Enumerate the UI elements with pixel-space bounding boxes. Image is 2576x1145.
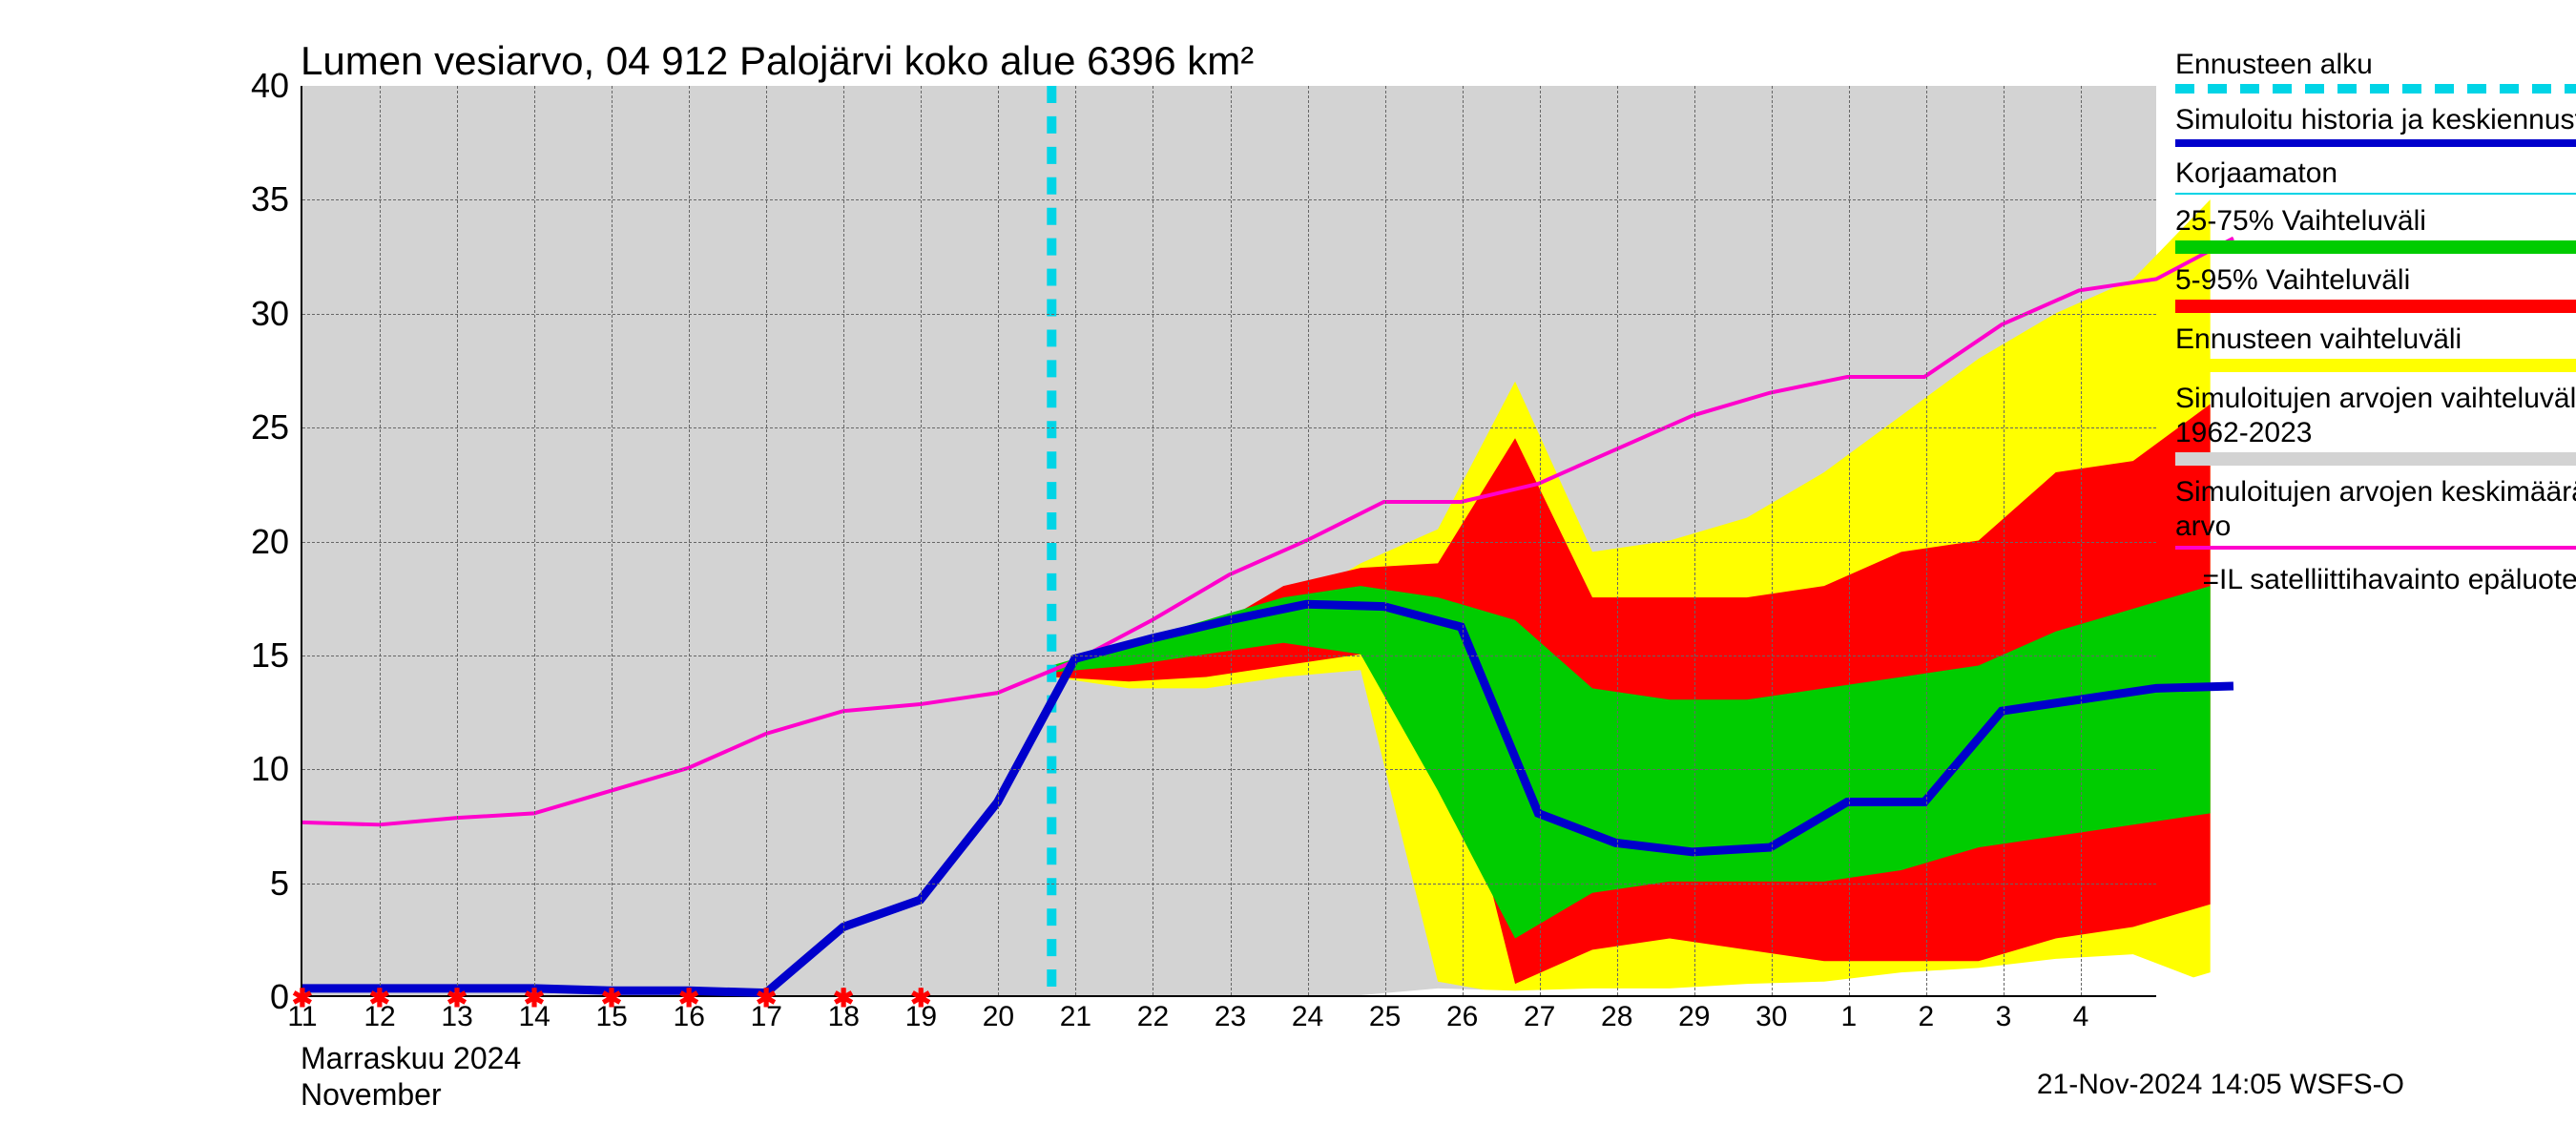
legend-swatch (2175, 84, 2576, 94)
legend-label: Korjaamaton (2175, 156, 2576, 191)
timestamp: 21-Nov-2024 14:05 WSFS-O (2037, 1069, 2404, 1101)
chart-svg (302, 86, 2156, 995)
x-tick-label: 28 (1601, 995, 1632, 1033)
x-tick-label: 27 (1524, 995, 1555, 1033)
x-tick-label: 22 (1137, 995, 1169, 1033)
chart-title: Lumen vesiarvo, 04 912 Palojärvi koko al… (301, 38, 1254, 84)
legend-swatch (2175, 193, 2576, 195)
legend-swatch (2175, 452, 2576, 466)
x-tick-label: 1 (1840, 995, 1857, 1033)
y-tick-label: 20 (251, 522, 302, 562)
month-label-fi: Marraskuu 2024 (301, 1040, 521, 1076)
month-label: Marraskuu 2024 November (301, 1040, 521, 1114)
legend-label: 5-95% Vaihteluväli (2175, 263, 2576, 298)
satellite-obs-marker: ✱ (370, 977, 389, 1017)
y-tick-label: 40 (251, 66, 302, 106)
legend-item: Ennusteen vaihteluväli (2175, 323, 2576, 372)
y-tick-label: 10 (251, 749, 302, 789)
x-tick-label: 3 (1996, 995, 2012, 1033)
legend-item: Ennusteen alku (2175, 48, 2576, 94)
y-tick-label: 35 (251, 179, 302, 219)
satellite-obs-marker: ✱ (602, 977, 621, 1017)
satellite-obs-marker: ✱ (679, 977, 698, 1017)
legend-swatch (2175, 139, 2576, 147)
satellite-obs-marker: ✱ (447, 977, 467, 1017)
x-tick-label: 26 (1446, 995, 1478, 1033)
legend-swatch (2175, 300, 2576, 313)
month-label-en: November (301, 1076, 521, 1113)
satellite-obs-marker: ✱ (525, 977, 544, 1017)
asterisk-icon: ✱ (2175, 560, 2203, 596)
legend: Ennusteen alku Simuloitu historia ja kesk… (2175, 48, 2576, 608)
satellite-obs-marker: ✱ (911, 977, 930, 1017)
x-tick-label: 29 (1678, 995, 1710, 1033)
y-tick-label: 30 (251, 294, 302, 334)
x-tick-label: 23 (1215, 995, 1246, 1033)
legend-swatch (2175, 240, 2576, 254)
satellite-obs-marker: ✱ (757, 977, 776, 1017)
x-tick-label: 30 (1755, 995, 1787, 1033)
legend-label: =IL satelliittihavainto epäluotettava (2203, 564, 2576, 595)
legend-label: 25-75% Vaihteluväli (2175, 204, 2576, 239)
x-tick-label: 25 (1369, 995, 1401, 1033)
satellite-obs-marker: ✱ (293, 977, 312, 1017)
y-tick-label: 15 (251, 635, 302, 676)
y-tick-label: 25 (251, 407, 302, 448)
legend-item: Korjaamaton (2175, 156, 2576, 195)
legend-swatch (2175, 359, 2576, 372)
x-tick-label: 24 (1292, 995, 1323, 1033)
y-tick-label: 5 (270, 864, 302, 904)
plot-area: 0510152025303540111213141516171819202122… (301, 86, 2156, 997)
chart-container: Lumen vesiarvo / Snow water equiv. mm Lu… (95, 19, 2557, 1097)
x-tick-label: 4 (2073, 995, 2089, 1033)
x-tick-label: 2 (1919, 995, 1935, 1033)
legend-item: 5-95% Vaihteluväli (2175, 263, 2576, 313)
legend-item: 25-75% Vaihteluväli (2175, 204, 2576, 254)
x-tick-label: 20 (983, 995, 1014, 1033)
x-tick-label: 21 (1060, 995, 1091, 1033)
legend-label: Simuloitujen arvojen keskimääräinen arvo (2175, 475, 2576, 544)
legend-label: Simuloitu historia ja keskiennuste (2175, 103, 2576, 137)
legend-item: Simuloitu historia ja keskiennuste (2175, 103, 2576, 147)
legend-swatch (2175, 546, 2576, 550)
legend-item: ✱=IL satelliittihavainto epäluotettava (2175, 559, 2576, 598)
legend-label: Simuloitujen arvojen vaihteluväli 1962-2… (2175, 382, 2576, 450)
legend-label: Ennusteen alku (2175, 48, 2576, 82)
satellite-obs-marker: ✱ (834, 977, 853, 1017)
legend-item: Simuloitujen arvojen keskimääräinen arvo (2175, 475, 2576, 550)
legend-item: Simuloitujen arvojen vaihteluväli 1962-2… (2175, 382, 2576, 466)
legend-label: Ennusteen vaihteluväli (2175, 323, 2576, 357)
